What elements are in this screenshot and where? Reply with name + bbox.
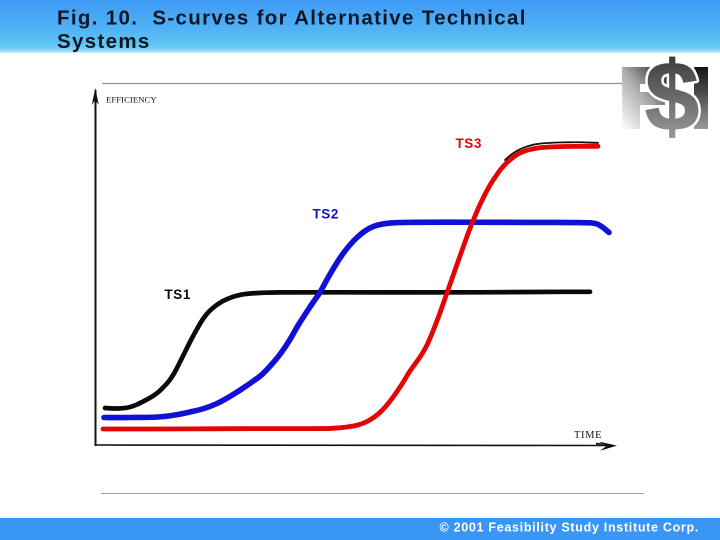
svg-text:TS2: TS2 <box>313 207 339 222</box>
svg-text:TIME: TIME <box>574 430 602 441</box>
svg-text:$: $ <box>645 41 700 151</box>
svg-text:Fig. 10. S-curves for Alterna: Fig. 10. S-curves for Alternative Techni… <box>57 6 527 29</box>
svg-text:TS3: TS3 <box>456 136 482 151</box>
svg-text:© 2001 Feasibility Study Insti: © 2001 Feasibility Study Institute Corp. <box>440 520 699 534</box>
svg-text:EFFICIENCY: EFFICIENCY <box>106 94 157 104</box>
svg-text:$: $ <box>645 41 700 151</box>
svg-text:TS1: TS1 <box>165 287 191 302</box>
svg-text:Systems: Systems <box>57 30 151 53</box>
